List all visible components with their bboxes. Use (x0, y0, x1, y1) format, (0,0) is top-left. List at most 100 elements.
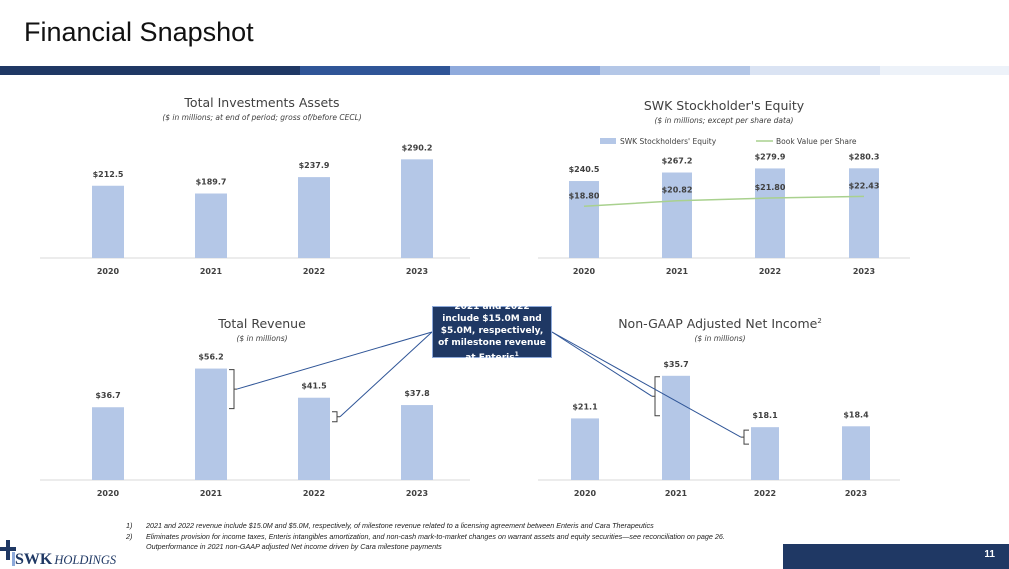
callout-connector-netincome-2021 (551, 331, 653, 397)
callout-footnote-ref: 1 (514, 350, 519, 358)
netincome-data-label: $35.7 (663, 360, 688, 369)
investments-data-label: $290.2 (402, 143, 433, 152)
revenue-bar-2022 (298, 397, 330, 480)
equity-bar-2020 (569, 181, 599, 258)
callout-text: 2021 and 2022 include $15.0M and $5.0M, … (438, 301, 546, 363)
title-bar-segment (880, 66, 1009, 75)
title-bar-segment (600, 66, 750, 75)
investments-bar-2022 (298, 177, 330, 258)
revenue-2021-milestone-bracket (229, 369, 237, 410)
footnote-text: Outperformance in 2021 non-GAAP adjusted… (146, 542, 442, 551)
footnote-1: 1) 2021 and 2022 revenue include $15.0M a… (126, 521, 725, 532)
title-bar-segment (750, 66, 880, 75)
revenue-tick-label: 2023 (406, 489, 428, 498)
footnote-text: Eliminates provision for income taxes, E… (146, 531, 725, 541)
netincome-bar-2022 (751, 427, 779, 480)
netincome-tick-label: 2022 (754, 489, 776, 498)
netincome-bar-2020 (571, 418, 599, 480)
equity-tick-label: 2022 (759, 267, 781, 276)
footnote-number: 2) (126, 531, 133, 541)
footnote-2-continued: Outperformance in 2021 non-GAAP adjusted… (126, 542, 725, 553)
investments-data-label: $237.9 (299, 161, 330, 170)
logo-wordmark: SWK HOLDINGS (15, 551, 116, 569)
equity-bar-2022 (755, 168, 785, 258)
revenue-tick-label: 2022 (303, 489, 325, 498)
revenue-data-label: $37.8 (404, 389, 430, 398)
title-bar-segment (300, 66, 450, 75)
investments-bar-2021 (195, 193, 227, 258)
swk-holdings-logo: SWK HOLDINGS (0, 532, 140, 569)
book-value-line (583, 195, 865, 208)
equity-subtitle: ($ in millions; except per share data) (655, 116, 794, 125)
footnotes: 1) 2021 and 2022 revenue include $15.0M a… (126, 521, 725, 553)
netincome-tick-label: 2023 (845, 489, 867, 498)
revenue-title: Total Revenue (217, 316, 306, 331)
equity-bar-2023 (849, 168, 879, 258)
callout-connector-revenue-2022 (339, 331, 433, 418)
investments-bar-2020 (92, 185, 124, 258)
book-value-label: $22.43 (849, 181, 880, 190)
footnote-2: 2) Eliminates provision for income taxes,… (126, 532, 725, 543)
callout-connector-netincome-2022 (551, 331, 742, 438)
revenue-bar-2023 (401, 405, 433, 480)
revenue-milestone-callout: 2021 and 2022 include $15.0M and $5.0M, … (432, 302, 552, 363)
netincome-2021-milestone-bracket (652, 376, 660, 417)
investments-tick-label: 2020 (97, 267, 120, 276)
book-value-label: $21.80 (755, 183, 786, 192)
netincome-title-footnote-ref: 2 (817, 317, 821, 325)
equity-tick-label: 2021 (666, 267, 689, 276)
investments-bar-2023 (401, 159, 433, 258)
revenue-bar-2021 (195, 368, 227, 480)
netincome-data-label: $18.1 (752, 411, 778, 420)
netincome-tick-label: 2020 (574, 489, 597, 498)
logo-swk: SWK (15, 551, 53, 568)
title-bar-segment (450, 66, 600, 75)
equity-legend-line-label: Book Value per Share (776, 137, 857, 146)
netincome-tick-label: 2021 (665, 489, 688, 498)
title-gradient-bar (0, 66, 1009, 75)
netincome-subtitle: ($ in millions) (694, 334, 745, 343)
investments-title: Total Investments Assets (183, 95, 339, 110)
callout-connector-revenue-2021 (236, 331, 433, 390)
revenue-subtitle: ($ in millions) (236, 334, 287, 343)
equity-data-label: $240.5 (569, 165, 600, 174)
investments-data-label: $212.5 (93, 170, 124, 179)
revenue-data-label: $41.5 (301, 382, 327, 391)
equity-data-label: $267.2 (662, 156, 693, 165)
netincome-2022-milestone-bracket (741, 429, 749, 445)
equity-title: SWK Stockholder's Equity (644, 98, 805, 113)
investments-tick-label: 2023 (406, 267, 428, 276)
revenue-2022-milestone-bracket (332, 411, 340, 423)
investments-tick-label: 2022 (303, 267, 325, 276)
revenue-data-label: $36.7 (95, 391, 120, 400)
equity-tick-label: 2023 (853, 267, 875, 276)
equity-legend-bar-swatch (600, 138, 616, 144)
investments-tick-label: 2021 (200, 267, 223, 276)
equity-tick-label: 2020 (573, 267, 596, 276)
logo-holdings: HOLDINGS (54, 553, 117, 567)
footnote-text: 2021 and 2022 revenue include $15.0M and… (146, 521, 654, 530)
revenue-data-label: $56.2 (198, 353, 223, 362)
equity-data-label: $280.3 (849, 152, 880, 161)
book-value-label: $18.80 (569, 191, 600, 200)
revenue-bar-2020 (92, 407, 124, 480)
equity-bar-2021 (662, 172, 692, 258)
title-bar-segment (0, 66, 300, 75)
investments-data-label: $189.7 (196, 178, 227, 187)
netincome-title: Non-GAAP Adjusted Net Income2 (618, 316, 822, 331)
footer-band: 11 (783, 544, 1009, 569)
page-title: Financial Snapshot (24, 17, 254, 47)
netincome-data-label: $18.4 (843, 410, 869, 419)
netincome-data-label: $21.1 (572, 402, 598, 411)
netincome-bar-2021 (662, 375, 690, 480)
footnote-number: 1) (126, 521, 133, 530)
logo-cross-icon (0, 540, 16, 566)
equity-legend-bar-label: SWK Stockholders' Equity (620, 137, 717, 146)
netincome-bar-2023 (842, 426, 870, 480)
revenue-tick-label: 2020 (97, 489, 120, 498)
investments-subtitle: ($ in millions; at end of period; gross … (162, 113, 361, 122)
equity-data-label: $279.9 (755, 152, 786, 161)
revenue-tick-label: 2021 (200, 489, 223, 498)
book-value-label: $20.82 (662, 186, 693, 195)
